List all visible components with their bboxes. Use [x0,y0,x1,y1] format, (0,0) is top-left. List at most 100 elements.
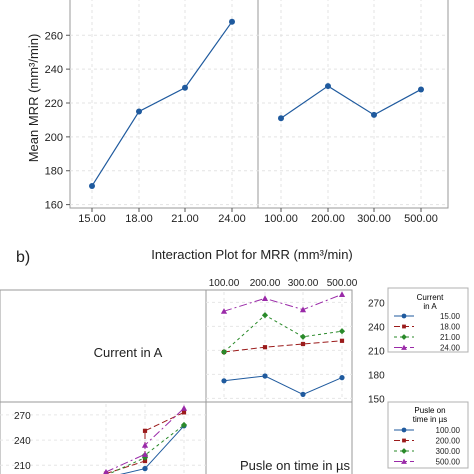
main-effects-point [325,83,331,90]
interaction-title: Interaction Plot for MRR (mm³/min) [151,247,353,262]
interaction-point [261,295,269,301]
main-effects-line [280,85,422,119]
interaction-point [220,308,228,314]
main-effects-plot: 160 180 200 220 240 260 15.00 18.00 21.00 24.00 1… [26,0,449,225]
legend-pulse-title-1: Pusle on [414,406,445,415]
main-effects-y-tick-label: 220 [45,98,63,110]
top-right-axes: 100.00 200.00 300.00 500.00 150 180 210 240 270 [209,278,385,405]
interaction-line-3 [223,293,343,312]
interaction-point [300,391,306,397]
interaction-point [338,291,346,297]
main-effects-x-tick-label: 18.00 [125,213,153,225]
main-effects-y-axis: 160 180 200 220 240 260 [45,30,70,212]
interaction-y-tick-label: 240 [368,322,385,333]
main-effects-point [371,111,377,118]
interaction-plot: Current in A Pusle on time in µs 100.00 2… [0,278,385,474]
main-effects-x-tick-label: 500.00 [404,213,438,225]
legend-swatch-marker [401,458,407,464]
legend-pulse-box [387,401,469,469]
interaction-point [141,441,149,448]
main-effects-y-tick-label: 240 [45,64,63,76]
main-effects-x-tick-label: 100.00 [264,213,298,225]
interaction-y-tick-label: 210 [14,461,31,472]
interaction-y-tick-label: 150 [368,394,385,405]
interaction-point [299,333,307,340]
main-effects-x-tick-label: 15.00 [78,213,106,225]
factor-label-pulse-on-time: Pusle on time in µs [240,458,351,473]
main-effects-line [91,21,233,187]
main-effects-y-tick-label: 180 [45,166,63,178]
main-effects-x-axis: 15.00 18.00 21.00 24.00 100.00 200.00 300.00 50… [78,208,438,225]
legend-pulse-title-2: time in µs [413,415,447,424]
interaction-y-tick-label: 270 [368,298,385,309]
interaction-point [262,345,268,350]
main-effects-frame [69,0,449,209]
interaction-line-3 [105,407,185,473]
interaction-point [339,338,345,343]
main-effects-point [418,86,424,93]
legend-entry-label: 500.00 [436,458,461,467]
legend-entry-label: 21.00 [440,333,461,342]
legend-current-title-2: in A [423,302,437,311]
legend-entry-label: 18.00 [440,323,461,332]
main-effects-y-tick-label: 160 [45,200,63,212]
interaction-y-tick-label: 270 [14,411,31,422]
legend-swatch-marker [401,427,407,433]
interaction-point [180,405,188,411]
legend-entry-label: 200.00 [436,437,461,446]
interaction-x-tick-label: 200.00 [250,278,281,289]
interaction-line-0 [223,375,343,395]
legend-entry-label: 300.00 [436,447,461,456]
panel-b-label: b) [16,249,30,266]
cell-bottom-right [205,401,353,474]
main-effects-x-tick-label: 21.00 [171,213,199,225]
interaction-point [299,306,307,313]
interaction-y-tick-label: 240 [14,436,31,447]
main-effects-point [182,84,188,91]
legend-swatch-marker [401,448,407,454]
main-effects-y-tick-label: 260 [45,30,63,42]
legend-swatch-marker [401,313,407,319]
legend-current-title-1: Current [417,293,444,302]
bottom-left-series [103,405,188,474]
main-effects-x-tick-label: 24.00 [218,213,246,225]
interaction-x-tick-label: 100.00 [209,278,240,289]
interaction-point [338,328,346,335]
interaction-y-tick-label: 180 [368,370,385,381]
interaction-point [339,375,345,381]
factor-label-current: Current in A [94,345,163,360]
interaction-point [142,428,148,433]
interaction-point [142,465,148,472]
main-effects-point [89,182,95,189]
interaction-point [142,458,148,464]
main-effects-x-tick-label: 300.00 [357,213,391,225]
interaction-x-tick-label: 300.00 [288,278,319,289]
interaction-point [181,410,187,415]
bottom-left-axes: 210 240 270 [14,411,31,472]
interaction-point [262,373,268,379]
interaction-y-tick-label: 210 [368,346,385,357]
main-effects-point [136,108,142,115]
interaction-point [220,348,228,356]
interaction-line-1 [223,340,343,353]
legend-entry-label: 24.00 [440,344,461,353]
main-effects-series [89,18,424,189]
legend-swatch-marker [402,324,406,329]
interaction-point [141,451,149,457]
legend-current-box [387,287,469,353]
main-effects-y-tick-label: 200 [45,132,63,144]
interaction-point [103,468,109,474]
top-right-series [220,291,346,397]
interaction-point [300,341,306,347]
legend-entry-label: 100.00 [436,426,461,435]
main-effects-point [278,115,284,122]
interaction-point [180,421,188,429]
legend-swatch-marker [401,334,407,340]
cell-top-left [0,289,207,403]
main-effects-grid [70,0,448,208]
